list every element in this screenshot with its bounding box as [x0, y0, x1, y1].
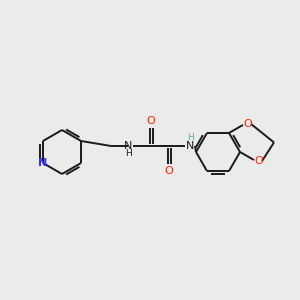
Text: H: H [125, 149, 131, 158]
Text: N: N [186, 141, 194, 151]
Text: N: N [124, 141, 132, 151]
Text: H: H [187, 134, 194, 142]
Text: O: O [147, 116, 155, 126]
Text: O: O [244, 119, 252, 129]
Text: O: O [255, 156, 263, 166]
Text: O: O [165, 166, 173, 176]
Text: N: N [38, 158, 48, 168]
